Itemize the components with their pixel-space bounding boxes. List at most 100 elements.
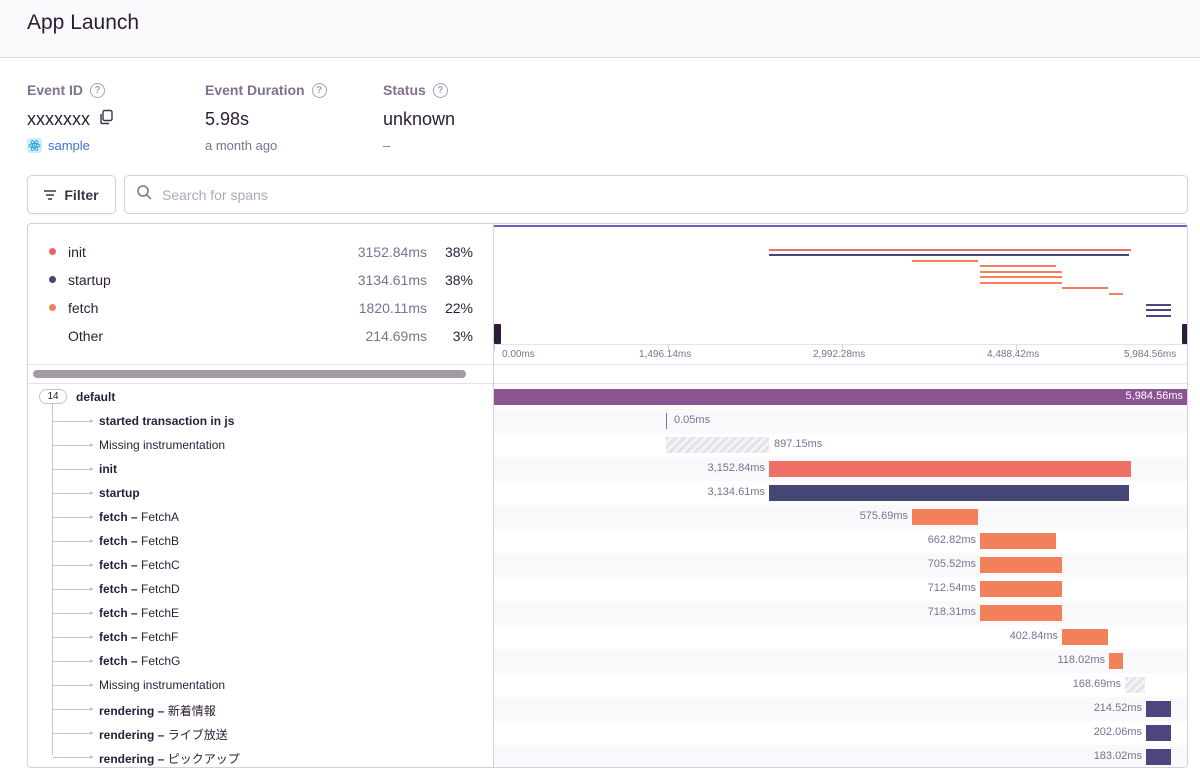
span-op: started transaction in js	[99, 414, 235, 428]
span-row[interactable]: fetch – FetchA 575.69ms	[28, 505, 1187, 529]
span-bar-cell[interactable]: 712.54ms	[494, 577, 1187, 601]
breakdown-row-other[interactable]: Other 214.69ms 3%	[28, 322, 493, 350]
span-bar[interactable]	[494, 389, 1187, 405]
span-bar[interactable]	[980, 557, 1062, 573]
breakdown-name: startup	[68, 272, 111, 288]
span-bar-cell[interactable]: 575.69ms	[494, 505, 1187, 529]
span-label-cell[interactable]: started transaction in js	[28, 409, 493, 433]
breakdown-duration: 3152.84ms	[357, 244, 427, 260]
span-label-cell[interactable]: Missing instrumentation	[28, 673, 493, 697]
breakdown-name: fetch	[68, 300, 99, 316]
span-row[interactable]: fetch – FetchE 718.31ms	[28, 601, 1187, 625]
span-label-cell[interactable]: rendering – ピックアップ	[28, 745, 493, 767]
span-label-cell[interactable]: rendering – 新着情報	[28, 697, 493, 721]
span-name: init	[99, 462, 117, 476]
span-bar-cell[interactable]: 0.05ms	[494, 409, 1187, 433]
span-bar[interactable]	[666, 437, 769, 453]
span-label-cell[interactable]: Missing instrumentation	[28, 433, 493, 457]
span-label-cell[interactable]: fetch – FetchE	[28, 601, 493, 625]
project-name[interactable]: sample	[48, 137, 90, 153]
span-bar-cell[interactable]: 214.52ms	[494, 697, 1187, 721]
tree-branch	[53, 493, 91, 494]
span-label-cell[interactable]: fetch – FetchA	[28, 505, 493, 529]
span-row[interactable]: rendering – ピックアップ 183.02ms	[28, 745, 1187, 767]
span-bar-cell[interactable]: 118.02ms	[494, 649, 1187, 673]
span-bar[interactable]	[980, 605, 1062, 621]
child-count-badge[interactable]: 14	[39, 389, 67, 404]
breakdown-row-init[interactable]: init 3152.84ms 38%	[28, 238, 493, 266]
help-icon[interactable]: ?	[432, 82, 448, 98]
span-row[interactable]: Missing instrumentation 168.69ms	[28, 673, 1187, 697]
span-label-cell[interactable]: fetch – FetchD	[28, 577, 493, 601]
span-bar[interactable]	[912, 509, 978, 525]
span-row[interactable]: fetch – FetchC 705.52ms	[28, 553, 1187, 577]
span-bar-cell[interactable]: 897.15ms	[494, 433, 1187, 457]
span-bar[interactable]	[666, 413, 667, 429]
span-bar-cell[interactable]: 718.31ms	[494, 601, 1187, 625]
minimap-span-mark	[980, 270, 1062, 273]
span-bar[interactable]	[769, 461, 1131, 477]
span-bar-cell[interactable]: 5,984.56ms	[494, 385, 1187, 409]
span-name: startup	[99, 486, 140, 500]
span-row[interactable]: 14 default 5,984.56ms	[28, 385, 1187, 409]
minimap-left-handle[interactable]	[494, 324, 501, 344]
span-row[interactable]: rendering – ライブ放送 202.06ms	[28, 721, 1187, 745]
help-icon[interactable]: ?	[90, 82, 106, 98]
trace-minimap[interactable]	[494, 224, 1187, 344]
span-row[interactable]: started transaction in js 0.05ms	[28, 409, 1187, 433]
span-label-cell[interactable]: fetch – FetchF	[28, 625, 493, 649]
tree-arrow-icon	[90, 635, 94, 639]
breakdown-row-startup[interactable]: startup 3134.61ms 38%	[28, 266, 493, 294]
span-row[interactable]: Missing instrumentation 897.15ms	[28, 433, 1187, 457]
breakdown-row-fetch[interactable]: fetch 1820.11ms 22%	[28, 294, 493, 322]
span-bar[interactable]	[980, 581, 1062, 597]
filter-button[interactable]: Filter	[27, 175, 116, 214]
event-relative-time: a month ago	[205, 137, 278, 153]
horizontal-scroll[interactable]	[28, 364, 1187, 384]
span-bar-cell[interactable]: 705.52ms	[494, 553, 1187, 577]
span-bar-cell[interactable]: 168.69ms	[494, 673, 1187, 697]
span-row[interactable]: fetch – FetchB 662.82ms	[28, 529, 1187, 553]
span-bar[interactable]	[980, 533, 1056, 549]
help-icon[interactable]: ?	[311, 82, 327, 98]
span-label-cell[interactable]: fetch – FetchG	[28, 649, 493, 673]
span-label-cell[interactable]: fetch – FetchC	[28, 553, 493, 577]
span-name: Missing instrumentation	[99, 678, 225, 692]
project-link[interactable]: sample	[27, 136, 114, 154]
span-search[interactable]	[124, 175, 1188, 214]
span-label-cell[interactable]: startup	[28, 481, 493, 505]
span-bar-cell[interactable]: 662.82ms	[494, 529, 1187, 553]
copy-icon[interactable]	[98, 109, 114, 130]
span-separator: –	[154, 752, 168, 766]
panel-divider[interactable]	[493, 224, 494, 767]
span-bar[interactable]	[1146, 725, 1171, 741]
span-name: fetch – FetchF	[99, 630, 178, 644]
span-bar-cell[interactable]: 202.06ms	[494, 721, 1187, 745]
span-description: FetchA	[141, 510, 180, 524]
span-row[interactable]: rendering – 新着情報 214.52ms	[28, 697, 1187, 721]
span-duration: 712.54ms	[927, 582, 976, 594]
span-bar[interactable]	[1062, 629, 1108, 645]
span-bar[interactable]	[1146, 701, 1171, 717]
search-input[interactable]	[162, 186, 1062, 203]
span-bar-cell[interactable]: 183.02ms	[494, 745, 1187, 767]
span-row[interactable]: fetch – FetchG 118.02ms	[28, 649, 1187, 673]
span-row[interactable]: fetch – FetchD 712.54ms	[28, 577, 1187, 601]
span-bar-cell[interactable]: 3,134.61ms	[494, 481, 1187, 505]
scroll-thumb[interactable]	[33, 370, 466, 378]
span-bar[interactable]	[1125, 677, 1145, 693]
span-label-cell[interactable]: fetch – FetchB	[28, 529, 493, 553]
span-bar[interactable]	[1109, 653, 1123, 669]
span-bar-cell[interactable]: 3,152.84ms	[494, 457, 1187, 481]
span-label-cell[interactable]: init	[28, 457, 493, 481]
span-row[interactable]: startup 3,134.61ms	[28, 481, 1187, 505]
minimap-right-handle[interactable]	[1182, 324, 1187, 344]
span-row[interactable]: fetch – FetchF 402.84ms	[28, 625, 1187, 649]
span-bar[interactable]	[1146, 749, 1171, 765]
span-row[interactable]: init 3,152.84ms	[28, 457, 1187, 481]
span-label-cell[interactable]: 14 default	[28, 385, 493, 409]
span-label-cell[interactable]: rendering – ライブ放送	[28, 721, 493, 745]
tree-branch	[53, 445, 91, 446]
span-bar[interactable]	[769, 485, 1129, 501]
span-bar-cell[interactable]: 402.84ms	[494, 625, 1187, 649]
